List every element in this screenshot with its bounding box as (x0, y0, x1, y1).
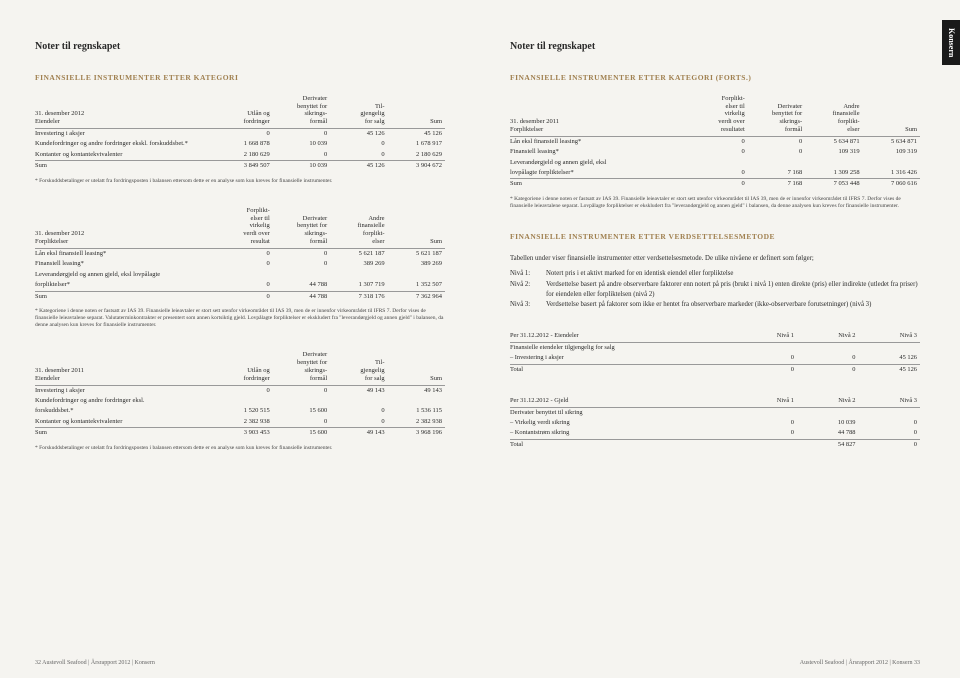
table-row: Kontanter og kontantekvivalenter2 382 93… (35, 417, 445, 428)
table-row: lovpålagte forpliktelser*07 1681 309 258… (510, 168, 920, 179)
nivaa-list: Nivå 1:Notert pris i et aktivt marked fo… (510, 269, 920, 310)
intro-text: Tabellen under viser finansielle instrum… (510, 254, 920, 264)
table-row-sum: Sum3 849 50710 03945 1263 904 672 (35, 161, 445, 172)
table-row: Kundefordringer og andre fordringer eksk… (35, 139, 445, 149)
table-row-sum: Sum3 903 45315 60049 1433 968 196 (35, 428, 445, 439)
page-footer-left: 32 Austevoll Seafood | Årsrapport 2012 |… (35, 660, 155, 668)
table-row: Finansiell leasing*00109 319109 319 (510, 147, 920, 157)
table-row: – Kontantstrøm sikring044 7880 (510, 428, 920, 439)
table-row-sum: Total0045 126 (510, 364, 920, 375)
table-row: Lån eksl finansiell leasing*005 621 1875… (35, 248, 445, 259)
table-row: Leverandørgjeld og annen gjeld, eksl lov… (35, 270, 445, 280)
section-title-right: FINANSIELLE INSTRUMENTER ETTER KATEGORI … (510, 73, 920, 83)
table-nivaa-eiendeler: Per 31.12.2012 - EiendelerNivå 1Nivå 2Ni… (510, 332, 920, 375)
table-row: Finansielle eiendeler tilgjengelig for s… (510, 342, 920, 353)
table-row: Investering i aksjer0045 12645 126 (35, 128, 445, 139)
table-row-sum: Total54 8270 (510, 439, 920, 450)
table-row: Kundefordringer og andre fordringer eksl… (35, 396, 445, 406)
footnote-t2: * Kategoriene i denne noten er fastsatt … (35, 308, 445, 329)
table-forpliktelser-2012: 31. desember 2012ForpliktelserForplikt-e… (35, 207, 445, 302)
table-nivaa-gjeld: Per 31.12.2012 - GjeldNivå 1Nivå 2Nivå 3… (510, 397, 920, 450)
table-row: Leverandørgjeld og annen gjeld, eksl (510, 158, 920, 168)
footnote-t3: * Forskuddsbetalinger er utelatt fra for… (35, 445, 445, 452)
table-row: Derivater benyttet til sikring (510, 407, 920, 418)
table-row: forpliktelser*044 7881 307 7191 352 507 (35, 280, 445, 291)
table-row-sum: Sum044 7887 318 1767 362 964 (35, 291, 445, 302)
nivaa-item: Nivå 3:Verdsettelse basert på faktorer s… (510, 300, 920, 310)
section-title-verdsettelse: FINANSIELLE INSTRUMENTER ETTER VERDSETTE… (510, 232, 920, 242)
table-row: forskuddsbet.*1 520 51515 60001 536 115 (35, 406, 445, 416)
table-row: – Virkelig verdi sikring010 0390 (510, 418, 920, 428)
section-tab: Konsern (942, 20, 960, 65)
table-row-sum: Sum07 1687 053 4487 060 616 (510, 179, 920, 190)
table-row: Finansiell leasing*00389 269389 269 (35, 259, 445, 269)
table-row: Kontanter og kontantekvivalenter2 180 62… (35, 150, 445, 161)
table-forpliktelser-2011: 31. desember 2011ForpliktelserForplikt-e… (510, 95, 920, 190)
page-header-right: Noter til regnskapet (510, 40, 920, 53)
page-header-left: Noter til regnskapet (35, 40, 445, 53)
footnote-t4: * Kategoriene i denne noten er fastsatt … (510, 196, 920, 210)
table-row: – Investering i aksjer0045 126 (510, 353, 920, 364)
nivaa-item: Nivå 2:Verdsettelse basert på andre obse… (510, 280, 920, 300)
footnote-t1: * Forskuddsbetalinger er utelatt fra for… (35, 178, 445, 185)
table-eiendeler-2012: 31. desember 2012EiendelerUtlån ogfordri… (35, 95, 445, 172)
table-row: Investering i aksjer0049 14349 143 (35, 385, 445, 396)
table-eiendeler-2011: 31. desember 2011EiendelerUtlån ogfordri… (35, 351, 445, 438)
table-row: Lån eksl finansiell leasing*005 634 8715… (510, 136, 920, 147)
nivaa-item: Nivå 1:Notert pris i et aktivt marked fo… (510, 269, 920, 279)
section-title-left: FINANSIELLE INSTRUMENTER ETTER KATEGORI (35, 73, 445, 83)
page-footer-right: Austevoll Seafood | Årsrapport 2012 | Ko… (800, 660, 920, 668)
